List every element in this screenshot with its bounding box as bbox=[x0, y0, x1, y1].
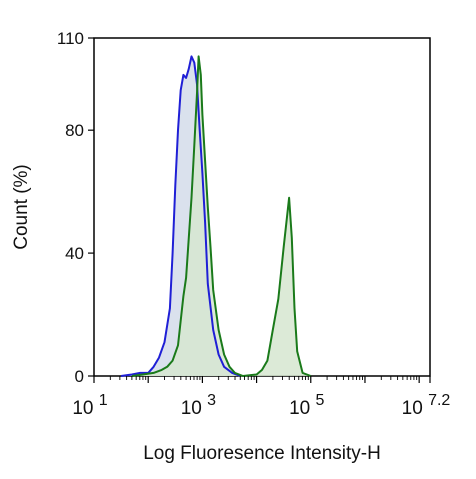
series-lines bbox=[120, 55, 312, 377]
series-1-fill bbox=[121, 56, 241, 377]
series-2-fill bbox=[131, 56, 311, 377]
series-2-line bbox=[131, 55, 312, 377]
y-tick-label: 40 bbox=[65, 244, 84, 263]
y-tick-labels: 0 40 80 110 bbox=[57, 29, 84, 386]
x-tick-label: 10 1 bbox=[72, 392, 107, 419]
y-tick-label: 110 bbox=[57, 29, 84, 48]
y-axis-title: Count (%) bbox=[11, 164, 32, 250]
x-tick-label: 10 7.2 bbox=[402, 392, 451, 419]
y-tick-label: 80 bbox=[65, 121, 84, 140]
axis-ticks bbox=[88, 37, 431, 383]
x-axis-title: Log Fluoresence Intensity-H bbox=[143, 443, 381, 464]
series-1-line bbox=[120, 55, 241, 377]
y-tick-label: 0 bbox=[75, 367, 84, 386]
plot-area bbox=[93, 37, 431, 377]
x-tick-label: 10 3 bbox=[181, 392, 216, 419]
x-tick-label: 10 5 bbox=[289, 392, 324, 419]
x-tick-labels: 10 1 10 3 10 5 10 7.2 bbox=[72, 392, 450, 419]
series-fills bbox=[121, 56, 311, 377]
